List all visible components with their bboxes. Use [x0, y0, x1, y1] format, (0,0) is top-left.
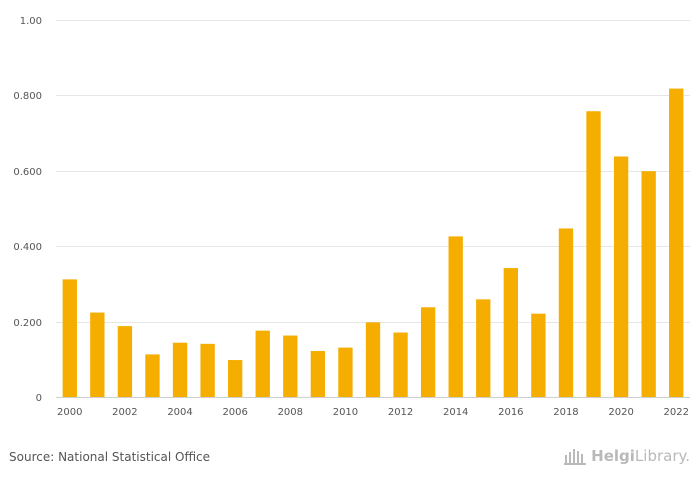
bar-2020 [613, 156, 629, 397]
helgilibrary-logo-icon [564, 449, 587, 465]
brand-regular: Library. [634, 447, 690, 465]
bar-2014 [448, 236, 463, 397]
x-axis-ticks: 2000 2002 2004 2006 2008 2010 2012 2014 2016 2018… [57, 407, 689, 418]
x-tick-label: 2006 [222, 407, 247, 418]
bar-2008 [283, 335, 298, 397]
x-tick-label: 2008 [278, 407, 303, 418]
bar-2000 [62, 279, 77, 397]
bar-2018 [558, 228, 574, 397]
gridlines [56, 20, 690, 398]
x-tick-label: 2010 [333, 407, 358, 418]
bar-2011 [365, 322, 381, 397]
x-tick-label: 2000 [57, 407, 82, 418]
brand: HelgiLibrary. [564, 447, 690, 465]
source-note: Source: National Statistical Office [9, 450, 211, 464]
y-tick-label: 0.200 [13, 318, 42, 329]
bar-2003 [145, 354, 160, 397]
bar-2015 [476, 299, 491, 397]
y-axis-ticks: 0 0.200 0.400 0.600 0.800 1.00 [13, 16, 42, 404]
bar-2007 [255, 330, 270, 397]
bar-2009 [310, 351, 326, 397]
bar-2022 [669, 88, 684, 398]
brand-name: HelgiLibrary. [591, 447, 690, 465]
y-tick-label: 0.600 [13, 167, 42, 178]
brand-bold: Helgi [591, 447, 635, 465]
x-tick-label: 2018 [553, 407, 578, 418]
bar-2010 [338, 347, 353, 397]
bar-2016 [503, 268, 518, 397]
y-tick-label: 0 [36, 393, 42, 404]
y-tick-label: 0.400 [13, 242, 42, 253]
y-tick-label: 0.800 [13, 91, 42, 102]
bar-2013 [420, 307, 436, 397]
bar-2004 [172, 342, 188, 397]
bar-2012 [393, 332, 408, 397]
bar-2017 [531, 313, 546, 397]
x-tick-label: 2014 [443, 407, 468, 418]
x-tick-label: 2012 [388, 407, 413, 418]
x-tick-label: 2002 [112, 407, 137, 418]
x-tick-label: 2016 [498, 407, 523, 418]
x-tick-label: 2004 [167, 407, 192, 418]
y-tick-label: 1.00 [20, 16, 42, 27]
bar-2001 [90, 312, 105, 397]
bars [62, 88, 684, 398]
bar-2021 [641, 171, 656, 397]
bar-2002 [117, 326, 133, 397]
bar-2005 [200, 343, 215, 397]
x-tick-label: 2020 [608, 407, 633, 418]
bar-2019 [586, 111, 601, 397]
x-tick-label: 2022 [663, 407, 688, 418]
bar-2006 [228, 360, 243, 397]
